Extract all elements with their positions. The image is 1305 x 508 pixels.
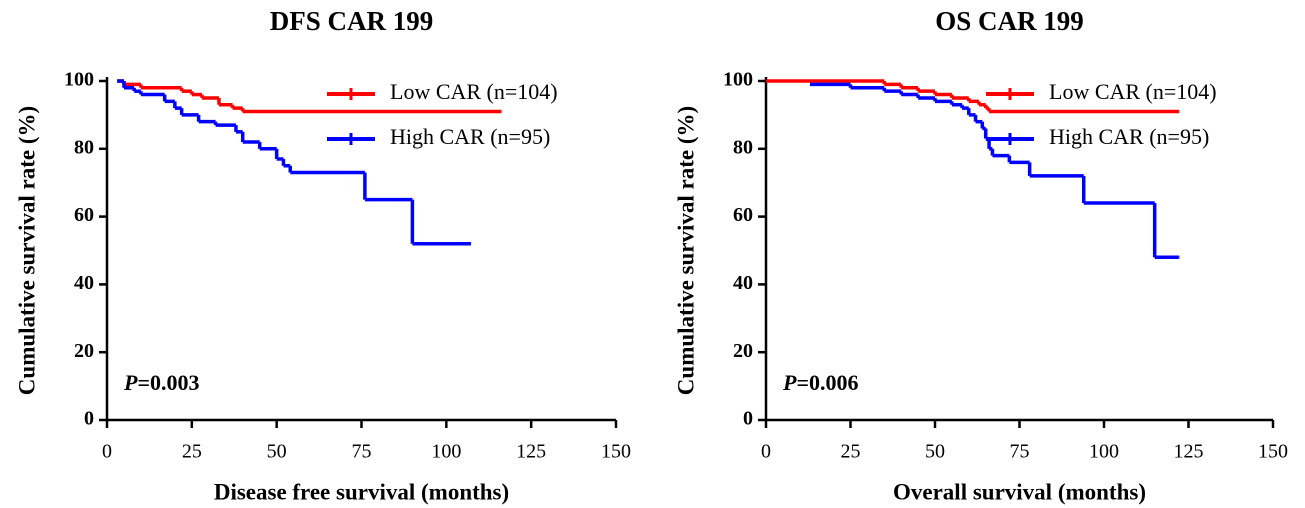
- y-tick-label: 40: [74, 272, 94, 294]
- y-tick-label: 80: [733, 136, 753, 158]
- y-tick-label: 60: [74, 204, 94, 226]
- p-value: =0.003: [137, 370, 199, 395]
- y-axis-label: Cumulative survival rate (%): [14, 106, 39, 395]
- x-tick-label: 25: [841, 441, 861, 463]
- x-tick-label: 100: [431, 441, 461, 463]
- legend-label: High CAR (n=95): [390, 124, 550, 149]
- chart-title: OS CAR 199: [935, 6, 1084, 36]
- x-tick-label: 125: [1174, 441, 1204, 463]
- x-tick-label: 75: [352, 441, 372, 463]
- x-tick-label: 0: [761, 441, 771, 463]
- x-tick-label: 125: [516, 441, 546, 463]
- p-label: P: [782, 370, 797, 395]
- series-line: [117, 79, 502, 114]
- x-tick-label: 0: [102, 441, 112, 463]
- y-tick-label: 0: [743, 408, 753, 430]
- p-value-annotation: P=0.003: [123, 370, 200, 395]
- legend-label: High CAR (n=95): [1049, 124, 1209, 149]
- x-tick-label: 150: [1258, 441, 1288, 463]
- x-tick-label: 150: [601, 441, 631, 463]
- series-line: [117, 79, 472, 246]
- y-tick-label: 40: [733, 272, 753, 294]
- legend-label: Low CAR (n=104): [1049, 79, 1217, 104]
- y-axis-label: Cumulative survival rate (%): [673, 106, 698, 395]
- x-axis-label: Disease free survival (months): [214, 479, 509, 504]
- series-line: [809, 82, 1180, 260]
- y-tick-label: 100: [64, 69, 94, 91]
- y-tick-label: 100: [723, 69, 753, 91]
- x-tick-label: 75: [1010, 441, 1030, 463]
- series-line: [766, 79, 1180, 114]
- x-tick-label: 50: [925, 441, 945, 463]
- x-tick-label: 25: [182, 441, 202, 463]
- p-value-annotation: P=0.006: [782, 370, 859, 395]
- legend-label: Low CAR (n=104): [390, 79, 558, 104]
- p-value: =0.006: [796, 370, 858, 395]
- p-label: P: [123, 370, 138, 395]
- y-tick-label: 20: [74, 340, 94, 362]
- y-tick-label: 60: [733, 204, 753, 226]
- y-tick-label: 0: [84, 408, 94, 430]
- x-tick-label: 100: [1089, 441, 1119, 463]
- y-tick-label: 20: [733, 340, 753, 362]
- y-tick-label: 80: [74, 136, 94, 158]
- chart-title: DFS CAR 199: [270, 6, 434, 36]
- x-tick-label: 50: [267, 441, 287, 463]
- x-axis-label: Overall survival (months): [893, 479, 1146, 504]
